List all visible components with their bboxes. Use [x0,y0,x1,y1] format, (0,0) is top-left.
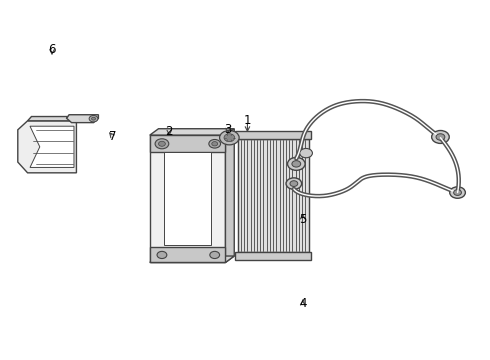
Circle shape [92,117,96,120]
Text: 4: 4 [299,297,306,310]
Circle shape [436,134,445,140]
Text: 2: 2 [166,125,173,138]
Bar [235,252,311,260]
Circle shape [292,161,301,167]
Text: 6: 6 [48,42,56,55]
Bar [164,152,211,245]
Circle shape [290,181,298,186]
Polygon shape [18,121,76,173]
Circle shape [155,139,169,149]
Bar [150,135,225,262]
Bar [235,131,311,139]
Circle shape [432,131,449,143]
Circle shape [209,139,221,148]
Bar [150,135,225,152]
Text: 1: 1 [244,114,251,127]
Circle shape [454,190,462,195]
Circle shape [224,134,235,141]
Circle shape [89,116,98,122]
Circle shape [450,187,465,198]
Circle shape [212,141,218,146]
Circle shape [220,131,239,145]
Circle shape [286,178,302,189]
Text: 5: 5 [299,213,306,226]
Circle shape [210,251,220,258]
Polygon shape [238,139,309,252]
Bar [238,139,309,252]
Polygon shape [27,117,82,121]
Circle shape [157,251,167,258]
Polygon shape [150,129,234,135]
Polygon shape [30,126,74,167]
Polygon shape [225,129,234,262]
Polygon shape [67,115,98,123]
Circle shape [300,148,313,158]
Circle shape [159,141,165,146]
Text: 7: 7 [109,130,117,144]
Polygon shape [150,256,234,262]
Text: 3: 3 [224,123,232,136]
Bar [150,247,225,262]
Circle shape [288,157,305,170]
